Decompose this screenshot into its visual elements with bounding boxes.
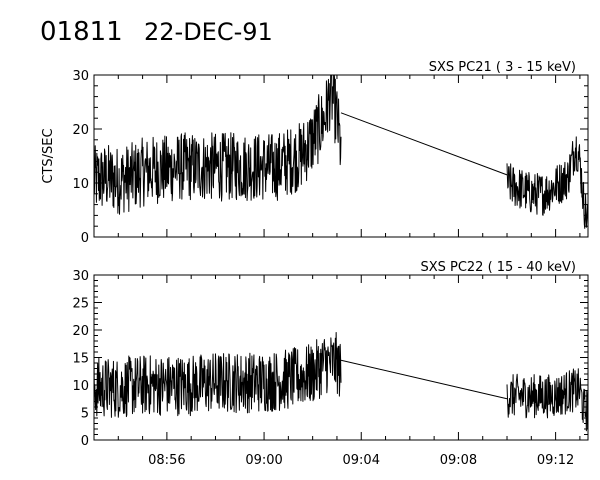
panel-pc21: SXS PC21 ( 3 - 15 keV) CTS/SEC 0 10 20 30 (41, 60, 589, 246)
x-tick-label: 09:08 (440, 453, 477, 468)
count-rate-trace (94, 75, 342, 215)
y-tick-label: 15 (72, 352, 89, 367)
panel-title: SXS PC22 ( 15 - 40 keV) (420, 260, 576, 275)
y-axis-label: CTS/SEC (41, 128, 56, 183)
observation-date: 22-DEC-91 (144, 18, 273, 46)
event-id: 01811 (40, 17, 123, 47)
panel-pc22: SXS PC22 ( 15 - 40 keV) 0 5 10 15 20 25 30 08:56… (72, 260, 589, 468)
x-tick-label: 09:12 (537, 453, 574, 468)
count-rate-trace (506, 368, 588, 432)
y-tick-label: 20 (72, 123, 89, 138)
y-tick-label: 5 (81, 407, 89, 422)
y-tick-label: 0 (81, 231, 89, 246)
data-gap-line (340, 359, 508, 400)
count-rate-trace (506, 136, 588, 229)
y-tick-label: 10 (72, 177, 89, 192)
y-tick-label: 25 (72, 297, 89, 312)
x-tick-label: 08:56 (148, 453, 185, 468)
panel-title: SXS PC21 ( 3 - 15 keV) (429, 60, 576, 75)
y-tick-label: 0 (81, 434, 89, 449)
y-tick-label: 10 (72, 379, 89, 394)
y-tick-label: 30 (72, 69, 89, 84)
y-tick-label: 30 (72, 269, 89, 284)
x-tick-label: 09:00 (245, 453, 282, 468)
plot-frame (93, 74, 589, 238)
count-rate-trace (94, 332, 342, 418)
data-gap-line (340, 112, 508, 176)
x-tick-label: 09:04 (343, 453, 380, 468)
y-tick-label: 20 (72, 324, 89, 339)
